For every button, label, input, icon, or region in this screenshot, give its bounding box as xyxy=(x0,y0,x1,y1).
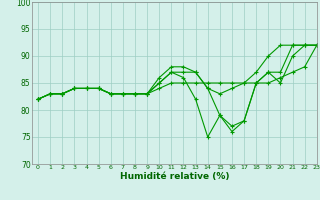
X-axis label: Humidité relative (%): Humidité relative (%) xyxy=(120,172,229,181)
